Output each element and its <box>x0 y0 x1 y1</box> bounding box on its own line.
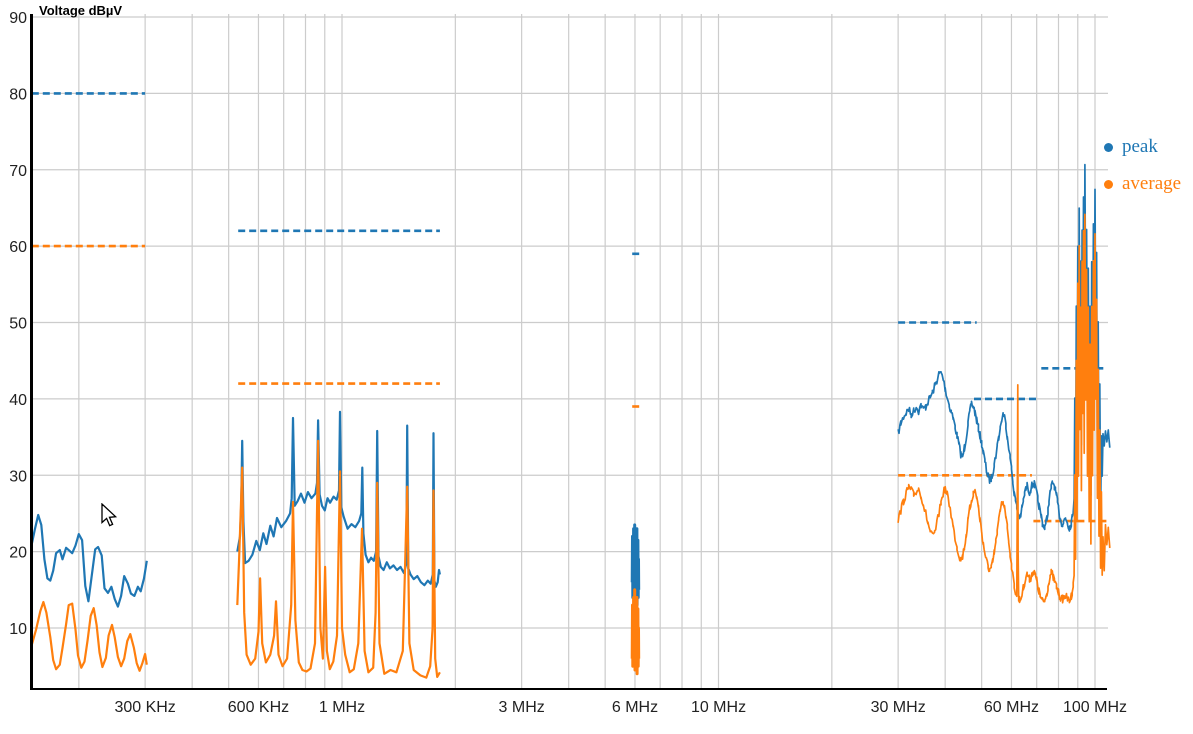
x-tick-label: 30 MHz <box>871 699 926 716</box>
plot-area[interactable] <box>30 92 1111 679</box>
legend-label-average: average <box>1122 173 1182 194</box>
x-tick-label: 600 KHz <box>228 699 289 716</box>
x-tick-label: 60 MHz <box>984 699 1039 716</box>
y-tick-label: 60 <box>9 239 27 256</box>
average-series-marker-icon <box>1104 179 1113 189</box>
x-tick-label: 10 MHz <box>691 699 746 716</box>
legend-item-average[interactable]: average <box>1104 173 1181 195</box>
x-tick-label: 300 KHz <box>114 699 175 716</box>
legend-item-peak[interactable]: peak <box>1104 136 1181 158</box>
legend-label-peak: peak <box>1122 136 1158 157</box>
x-tick-label: 1 MHz <box>319 699 365 716</box>
x-tick-label: 100 MHz <box>1063 699 1127 716</box>
y-tick-label: 80 <box>9 86 27 103</box>
average-trace <box>236 439 441 679</box>
y-tick-label: 90 <box>9 10 27 27</box>
y-tick-label: 30 <box>9 468 27 485</box>
y-axis-title: Voltage dBµV <box>39 3 123 18</box>
x-tick-label: 3 MHz <box>499 699 545 716</box>
average-trace <box>630 588 641 676</box>
y-tick-label: 20 <box>9 545 27 562</box>
peak-trace <box>236 410 441 588</box>
y-tick-label: 40 <box>9 392 27 409</box>
average-trace <box>897 213 1111 604</box>
peak-series-marker-icon <box>1104 142 1113 152</box>
peak-trace <box>30 513 148 608</box>
y-tick-label: 10 <box>9 621 27 638</box>
chart-legend: peak average <box>1104 136 1181 210</box>
mouse-cursor-icon <box>101 503 118 527</box>
average-trace <box>30 600 148 672</box>
x-tick-label: 6 MHz <box>612 699 658 716</box>
y-tick-label: 70 <box>9 163 27 180</box>
y-tick-label: 50 <box>9 316 27 333</box>
